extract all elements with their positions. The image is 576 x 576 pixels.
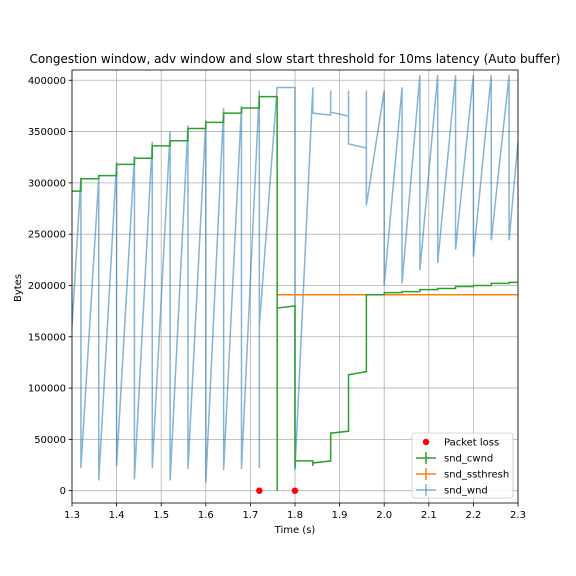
- x-tick-label: 2.3: [510, 510, 526, 521]
- x-tick-label: 2.0: [376, 510, 392, 521]
- x-tick-label: 1.5: [153, 510, 169, 521]
- legend-box: [411, 432, 514, 499]
- x-tick-label: 2.1: [421, 510, 437, 521]
- chart-title: Congestion window, adv window and slow s…: [30, 52, 561, 66]
- x-tick-label: 1.3: [64, 510, 80, 521]
- legend-marker-snd-cwnd: [416, 452, 436, 464]
- legend-label: snd_cwnd: [444, 454, 493, 465]
- snd-cwnd-line: [72, 95, 518, 491]
- x-tick-label: 1.8: [287, 510, 303, 521]
- packet-loss-point: [256, 487, 263, 494]
- packet-loss-point: [291, 487, 299, 494]
- y-tick-label: 150000: [28, 332, 66, 343]
- x-tick-label: 2.2: [465, 510, 481, 521]
- y-axis-label: Bytes: [13, 274, 24, 302]
- snd-wnd-line: [72, 75, 518, 483]
- x-tick-label: 1.9: [332, 510, 348, 521]
- y-tick-label: 50000: [34, 435, 66, 446]
- y-tick-label: 300000: [28, 178, 66, 189]
- legend-label: snd_wnd: [444, 486, 488, 497]
- legend-marker-snd-ssthresh: [416, 468, 436, 480]
- y-tick-label: 250000: [28, 230, 66, 241]
- y-tick-label: 400000: [28, 76, 66, 87]
- plot-clipped-group: [72, 75, 518, 491]
- legend-marker-packet-loss: [422, 438, 430, 446]
- y-tick-label: 200000: [28, 281, 66, 292]
- ticks: 1.3 1.4 1.5 1.6 1.7 1.8 1.9 2.0 2.1 2.2 2.3 0 50000 1…: [28, 76, 526, 521]
- legend-label: snd_ssthresh: [444, 470, 509, 481]
- series-layer: [72, 75, 518, 494]
- x-tick-label: 1.6: [198, 510, 214, 521]
- legend-marker-snd-wnd: [416, 484, 436, 496]
- y-tick-label: 0: [60, 486, 66, 497]
- x-tick-label: 1.7: [242, 510, 258, 521]
- legend-label: Packet loss: [444, 438, 499, 449]
- x-tick-label: 1.4: [109, 510, 125, 521]
- y-tick-label: 100000: [28, 384, 66, 395]
- x-axis-label: Time (s): [274, 525, 316, 536]
- y-tick-label: 350000: [28, 127, 66, 138]
- legend: Packet loss snd_cwnd snd_ssthresh snd_wnd: [411, 432, 514, 499]
